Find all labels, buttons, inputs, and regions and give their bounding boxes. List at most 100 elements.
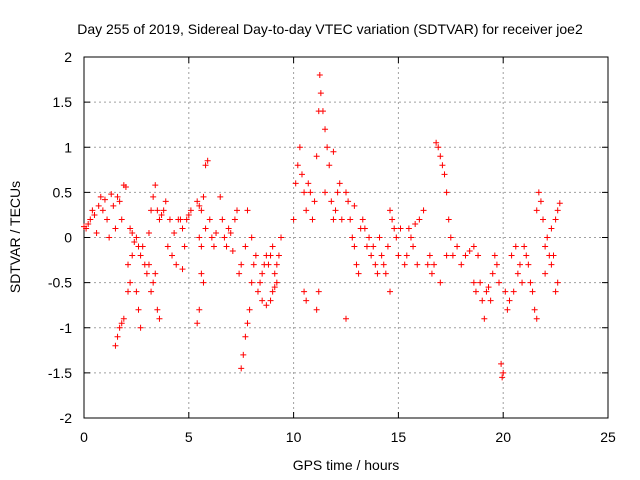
data-point [330, 216, 337, 223]
data-point [445, 216, 452, 223]
data-point [198, 243, 205, 250]
data-point [519, 279, 526, 286]
data-point [148, 207, 155, 214]
data-point [315, 288, 322, 295]
y-tick-label: 0 [64, 230, 72, 246]
data-point [301, 288, 308, 295]
data-point [531, 306, 538, 313]
data-point [139, 243, 146, 250]
data-point [246, 306, 253, 313]
data-point [376, 234, 383, 241]
data-point [328, 198, 335, 205]
data-point [326, 162, 333, 169]
data-point [135, 306, 142, 313]
data-point [156, 315, 163, 322]
data-point [428, 270, 435, 277]
data-point [368, 252, 375, 259]
data-point [179, 225, 186, 232]
data-point [145, 229, 152, 236]
data-point [200, 193, 207, 200]
data-point [535, 189, 542, 196]
data-point [108, 191, 115, 198]
data-point [196, 234, 203, 241]
data-point [384, 243, 391, 250]
data-point [353, 261, 360, 268]
data-point [301, 189, 308, 196]
data-point [437, 279, 444, 286]
data-point [173, 261, 180, 268]
data-point [267, 252, 274, 259]
data-point [257, 279, 264, 286]
data-point [317, 90, 324, 97]
data-point [154, 207, 161, 214]
data-point [118, 216, 125, 223]
data-point [527, 279, 534, 286]
data-point [198, 270, 205, 277]
data-point [500, 369, 507, 376]
data-point [416, 216, 423, 223]
data-point [470, 243, 477, 250]
data-point [407, 234, 414, 241]
data-point [296, 144, 303, 151]
data-point [267, 297, 274, 304]
data-point [133, 288, 140, 295]
data-point [330, 148, 337, 155]
x-tick-label: 15 [391, 429, 407, 445]
data-point [414, 261, 421, 268]
data-point [229, 248, 236, 255]
data-point [387, 288, 394, 295]
data-point [238, 365, 245, 372]
x-tick-labels: 0 5 10 15 20 25 [80, 429, 616, 445]
data-point [198, 207, 205, 214]
data-point [129, 229, 136, 236]
data-point [110, 202, 117, 209]
data-point [374, 270, 381, 277]
data-point [125, 288, 132, 295]
data-point [242, 243, 249, 250]
data-point [127, 279, 134, 286]
data-point [537, 198, 544, 205]
data-point [303, 207, 310, 214]
data-point [336, 180, 343, 187]
data-point [481, 315, 488, 322]
data-point [544, 234, 551, 241]
chart-title: Day 255 of 2019, Sidereal Day-to-day VTE… [77, 21, 583, 37]
data-point [525, 261, 532, 268]
data-point [458, 261, 465, 268]
data-point [145, 261, 152, 268]
data-point [487, 297, 494, 304]
data-point [462, 252, 469, 259]
data-point [504, 306, 511, 313]
data-point [292, 180, 299, 187]
data-point [420, 207, 427, 214]
data-point [150, 193, 157, 200]
data-point [426, 252, 433, 259]
data-point [556, 200, 563, 207]
data-point [254, 288, 261, 295]
data-point [542, 243, 549, 250]
data-point [489, 270, 496, 277]
data-point [372, 261, 379, 268]
data-point [93, 229, 100, 236]
data-point [405, 225, 412, 232]
data-point [114, 193, 121, 200]
y-tick-label: 2 [64, 49, 72, 65]
data-point [499, 374, 506, 381]
data-point [470, 279, 477, 286]
data-point [433, 139, 440, 146]
data-point [171, 229, 178, 236]
data-point [183, 216, 190, 223]
data-point [550, 252, 557, 259]
data-point [177, 216, 184, 223]
data-point [370, 243, 377, 250]
data-point [210, 243, 217, 250]
data-point [101, 196, 108, 203]
data-point [273, 279, 280, 286]
data-point [548, 225, 555, 232]
data-point [542, 270, 549, 277]
data-point [475, 252, 482, 259]
data-point [194, 320, 201, 327]
y-tick-label: 0.5 [53, 184, 73, 200]
data-point [439, 162, 446, 169]
